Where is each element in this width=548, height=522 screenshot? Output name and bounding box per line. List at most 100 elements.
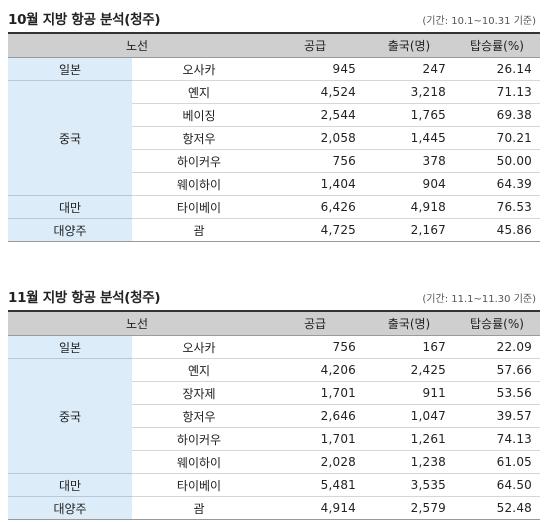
section-header: 10월 지방 항공 분석(청주) (기간: 10.1~10.31 기준): [8, 4, 540, 32]
supply-cell: 2,544: [266, 103, 364, 127]
route-cell: 타이베이: [132, 195, 266, 219]
departures-cell: 911: [364, 381, 454, 405]
departures-cell: 1,238: [364, 450, 454, 474]
november-section: 11월 지방 항공 분석(청주) (기간: 11.1~11.30 기준) 노선 …: [8, 282, 540, 520]
supply-cell: 4,206: [266, 358, 364, 382]
departures-cell: 378: [364, 149, 454, 173]
table-row: 일본 오사카 756 167 22.09: [8, 335, 540, 359]
header-load-factor: 탑승률(%): [454, 311, 540, 336]
header-departures: 출국(명): [364, 311, 454, 336]
supply-cell: 4,914: [266, 496, 364, 520]
supply-cell: 5,481: [266, 473, 364, 497]
table-row: 하이커우 1,701 1,261 74.13: [8, 427, 540, 451]
table-row: 중국 옌지 4,206 2,425 57.66: [8, 358, 540, 474]
load-factor-cell: 53.56: [454, 381, 540, 405]
departures-cell: 4,918: [364, 195, 454, 219]
region-cell: 대만: [8, 195, 132, 219]
load-factor-cell: 69.38: [454, 103, 540, 127]
period-note: (기간: 11.1~11.30 기준): [422, 294, 536, 305]
table-row: 일본 오사카 945 247 26.14: [8, 57, 540, 81]
departures-cell: 1,445: [364, 126, 454, 150]
table-row: 중국 옌지 4,524 3,218 71.13: [8, 80, 540, 196]
table-row: 항저우 2,058 1,445 70.21: [8, 126, 540, 150]
load-factor-cell: 52.48: [454, 496, 540, 520]
table-row: 대양주 괌 4,914 2,579 52.48: [8, 496, 540, 520]
section-title: 10월 지방 항공 분석(청주): [8, 12, 161, 28]
period-note: (기간: 10.1~10.31 기준): [422, 16, 536, 27]
table-row: 웨이하이 1,404 904 64.39: [8, 172, 540, 196]
header-route: 노선: [8, 33, 266, 58]
load-factor-cell: 61.05: [454, 450, 540, 474]
load-factor-cell: 70.21: [454, 126, 540, 150]
supply-cell: 4,725: [266, 218, 364, 242]
load-factor-cell: 74.13: [454, 427, 540, 451]
departures-cell: 2,579: [364, 496, 454, 520]
supply-cell: 6,426: [266, 195, 364, 219]
november-table: 노선 공급 출국(명) 탑승률(%) 일본 오사카 756 167 22.09 …: [8, 310, 540, 520]
region-cell: 대양주: [8, 496, 132, 520]
load-factor-cell: 39.57: [454, 404, 540, 428]
departures-cell: 904: [364, 172, 454, 196]
october-section: 10월 지방 항공 분석(청주) (기간: 10.1~10.31 기준) 노선 …: [8, 4, 540, 242]
table-row: 웨이하이 2,028 1,238 61.05: [8, 450, 540, 474]
header-departures: 출국(명): [364, 33, 454, 58]
supply-cell: 4,524: [266, 80, 364, 104]
load-factor-cell: 64.50: [454, 473, 540, 497]
departures-cell: 2,425: [364, 358, 454, 382]
october-table: 노선 공급 출국(명) 탑승률(%) 일본 오사카 945 247 26.14 …: [8, 32, 540, 242]
supply-cell: 2,058: [266, 126, 364, 150]
region-cell: 대양주: [8, 218, 132, 242]
table-row: 대만 타이베이 5,481 3,535 64.50: [8, 473, 540, 497]
route-cell: 오사카: [132, 335, 266, 359]
route-cell: 베이징: [132, 103, 266, 127]
route-cell: 웨이하이: [132, 172, 266, 196]
departures-cell: 1,047: [364, 404, 454, 428]
load-factor-cell: 22.09: [454, 335, 540, 359]
departures-cell: 1,261: [364, 427, 454, 451]
load-factor-cell: 64.39: [454, 172, 540, 196]
route-cell: 장자제: [132, 381, 266, 405]
header-supply: 공급: [266, 33, 364, 58]
table-row: 대양주 괌 4,725 2,167 45.86: [8, 218, 540, 242]
load-factor-cell: 26.14: [454, 57, 540, 81]
supply-cell: 945: [266, 57, 364, 81]
region-cell: 대만: [8, 473, 132, 497]
header-route: 노선: [8, 311, 266, 336]
route-cell: 옌지: [132, 80, 266, 104]
supply-cell: 2,646: [266, 404, 364, 428]
header-row: 노선 공급 출국(명) 탑승률(%): [8, 311, 540, 336]
departures-cell: 3,535: [364, 473, 454, 497]
load-factor-cell: 71.13: [454, 80, 540, 104]
route-cell: 오사카: [132, 57, 266, 81]
departures-cell: 247: [364, 57, 454, 81]
load-factor-cell: 57.66: [454, 358, 540, 382]
header-supply: 공급: [266, 311, 364, 336]
route-cell: 하이커우: [132, 149, 266, 173]
supply-cell: 1,701: [266, 381, 364, 405]
load-factor-cell: 45.86: [454, 218, 540, 242]
load-factor-cell: 50.00: [454, 149, 540, 173]
section-title: 11월 지방 항공 분석(청주): [8, 290, 161, 306]
route-cell: 괌: [132, 218, 266, 242]
region-cell: 일본: [8, 57, 132, 81]
route-cell: 타이베이: [132, 473, 266, 497]
table-row: 항저우 2,646 1,047 39.57: [8, 404, 540, 428]
departures-cell: 1,765: [364, 103, 454, 127]
section-header: 11월 지방 항공 분석(청주) (기간: 11.1~11.30 기준): [8, 282, 540, 310]
load-factor-cell: 76.53: [454, 195, 540, 219]
departures-cell: 2,167: [364, 218, 454, 242]
table-row: 대만 타이베이 6,426 4,918 76.53: [8, 195, 540, 219]
route-cell: 괌: [132, 496, 266, 520]
header-row: 노선 공급 출국(명) 탑승률(%): [8, 33, 540, 58]
supply-cell: 1,404: [266, 172, 364, 196]
header-load-factor: 탑승률(%): [454, 33, 540, 58]
route-cell: 하이커우: [132, 427, 266, 451]
table-row: 베이징 2,544 1,765 69.38: [8, 103, 540, 127]
supply-cell: 756: [266, 335, 364, 359]
route-cell: 항저우: [132, 404, 266, 428]
departures-cell: 167: [364, 335, 454, 359]
region-cell: 중국: [8, 358, 132, 474]
supply-cell: 2,028: [266, 450, 364, 474]
supply-cell: 756: [266, 149, 364, 173]
region-cell: 일본: [8, 335, 132, 359]
